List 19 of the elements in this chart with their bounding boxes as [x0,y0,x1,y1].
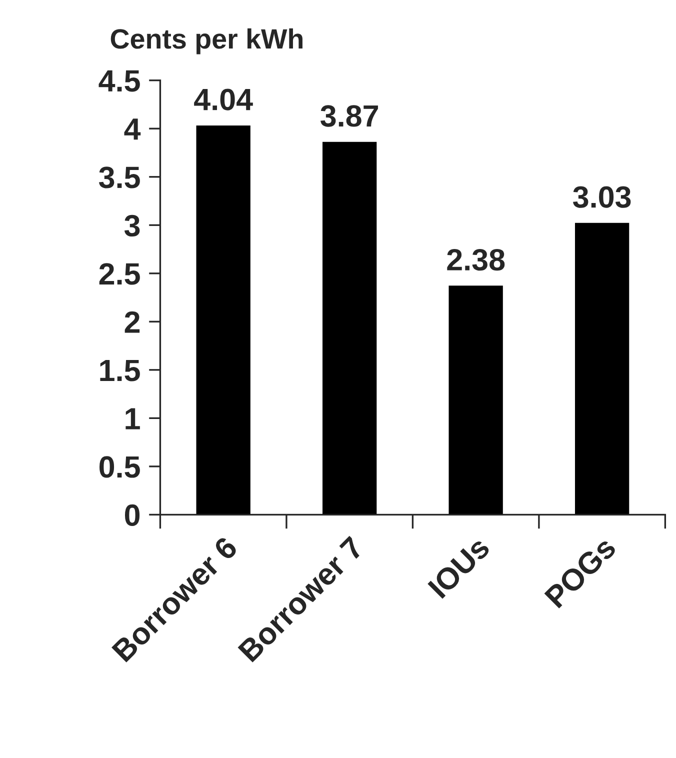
y-tick-label: 2 [124,311,140,333]
y-tick-label: 0 [124,504,140,526]
data-label: 3.03 [573,186,631,208]
y-axis-title: Cents per kWh [110,28,302,54]
bar [447,284,504,515]
y-tick-label: 0.5 [100,456,140,478]
y-tick-label: 1 [126,408,140,430]
data-label: 2.38 [447,248,505,271]
y-tick-label: 4 [124,118,141,140]
bar [321,140,378,515]
bar [574,222,631,515]
y-tick-label: 4.5 [98,70,140,92]
y-tick-label: 3 [124,214,140,237]
y-tick-label: 1.5 [100,360,140,382]
y-tick-label: 2.5 [99,263,140,285]
data-label: 3.87 [320,105,378,127]
data-label: 4.04 [194,88,253,110]
y-tick-label: 3.5 [98,166,140,188]
bar [194,124,252,515]
